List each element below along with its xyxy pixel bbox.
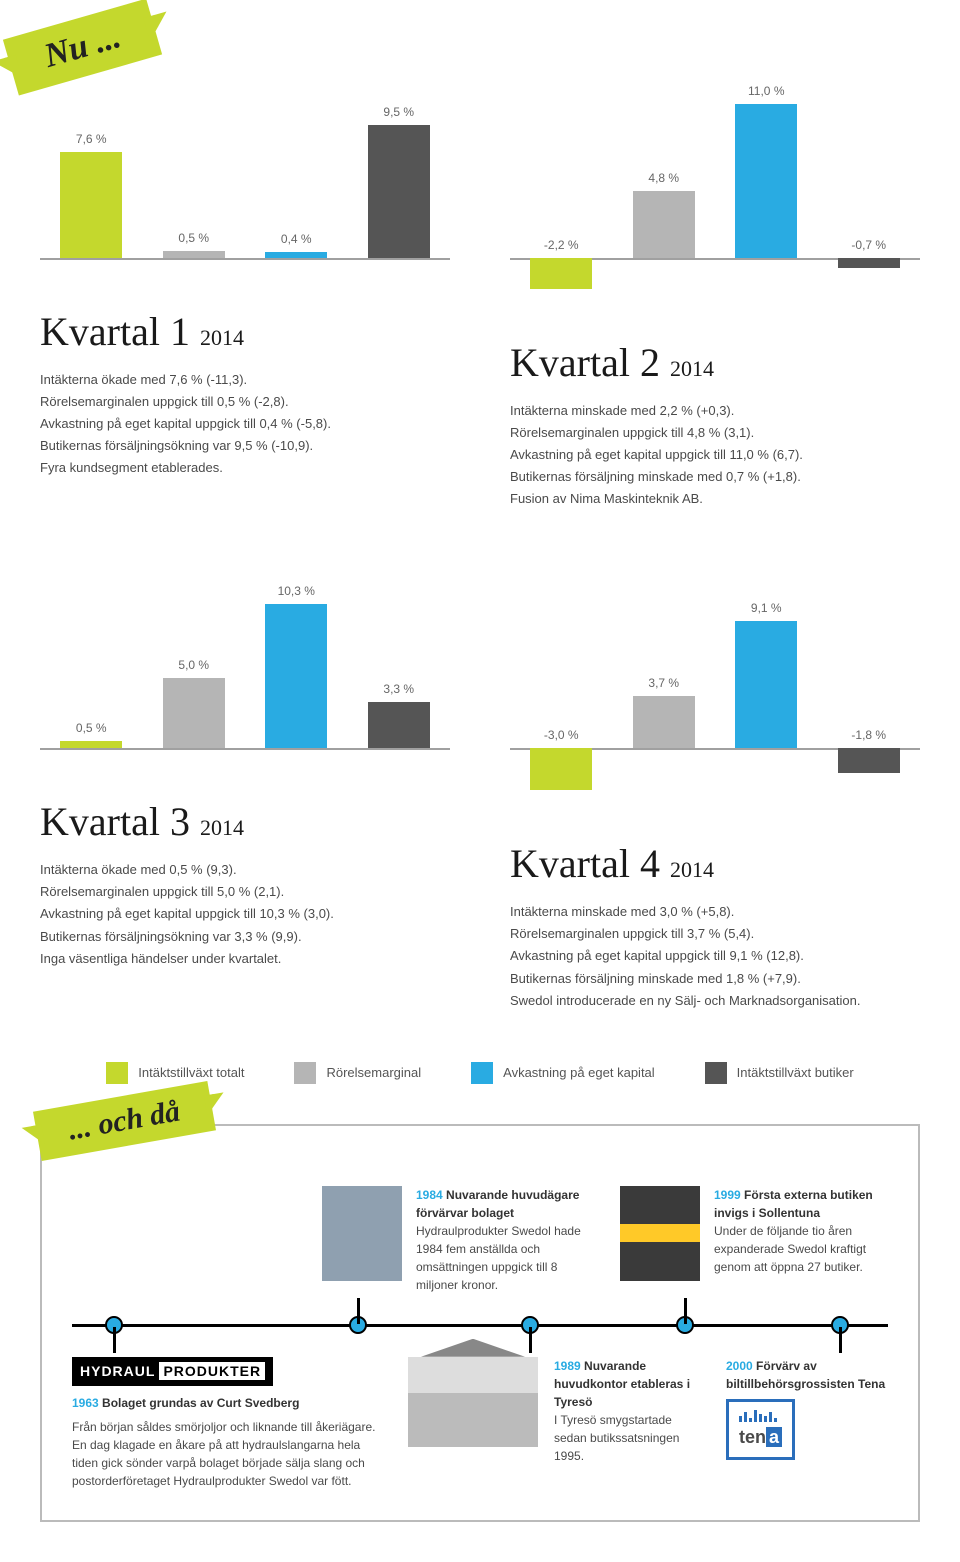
timeline-item: HYDRAULPRODUKTER1963 Bolaget grundas av … xyxy=(72,1357,378,1490)
tena-logo: tena xyxy=(726,1399,795,1460)
bar-label: 0,4 % xyxy=(281,232,312,246)
timeline-stub xyxy=(684,1298,687,1324)
quarter-1: 7,6 % 0,5 % 0,4 % 9,5 % Kvartal 1 2014 Intäkt… xyxy=(40,60,450,510)
bar-intakt: 7,6 % xyxy=(53,152,129,258)
bar-label: 0,5 % xyxy=(178,231,209,245)
quarters-grid: 7,6 % 0,5 % 0,4 % 9,5 % Kvartal 1 2014 Intäkt… xyxy=(40,60,920,1012)
timeline-stub xyxy=(357,1298,360,1324)
bar-label: 7,6 % xyxy=(76,132,107,146)
bar-chart: 7,6 % 0,5 % 0,4 % 9,5 % xyxy=(40,60,450,260)
bar-butiker: 9,5 % xyxy=(361,125,437,258)
timeline-text: 1984 Nuvarande huvudägare förvärvar bola… xyxy=(416,1186,590,1294)
bar-avkastning: 10,3 % xyxy=(258,604,334,748)
legend: Intäktstillväxt totalt Rörelsemarginal Avk… xyxy=(40,1062,920,1084)
quarter-text: Intäkterna minskade med 2,2 % (+0,3).Rör… xyxy=(510,400,920,510)
timeline-line xyxy=(72,1324,888,1327)
timeline-item: 1984 Nuvarande huvudägare förvärvar bola… xyxy=(322,1186,590,1294)
timeline-item: 1999 Första externa butiken invigs i Sol… xyxy=(620,1186,888,1294)
quarter-2: -2,2 %4,8 %11,0 %-0,7 %Kvartal 2 2014Int… xyxy=(510,60,920,510)
bar-chart: -2,2 %4,8 %11,0 %-0,7 % xyxy=(510,60,920,260)
bar-butiker: 3,3 % xyxy=(361,702,437,748)
legend-item-intakt: Intäktstillväxt totalt xyxy=(106,1062,244,1084)
bar-chart: 0,5 % 5,0 % 10,3 % 3,3 % xyxy=(40,550,450,750)
bar-label: 9,1 % xyxy=(751,601,782,615)
bar-rorelse: 0,5 % xyxy=(156,251,232,258)
bar-label: 5,0 % xyxy=(178,658,209,672)
swatch-icon xyxy=(106,1062,128,1084)
bar-butiker xyxy=(831,258,907,268)
bar-avkastning: 11,0 % xyxy=(728,104,804,258)
quarter-title: Kvartal 3 2014 xyxy=(40,798,450,845)
bar-butiker xyxy=(831,748,907,773)
bar-avkastning: 9,1 % xyxy=(728,621,804,748)
house-icon xyxy=(408,1357,538,1447)
timeline-text: 1999 Första externa butiken invigs i Sol… xyxy=(714,1186,888,1294)
quarter-title: Kvartal 4 2014 xyxy=(510,840,920,887)
timeline-section: ... och då 1984 Nuvarande huvudägare för… xyxy=(40,1124,920,1522)
quarter-text: Intäkterna ökade med 7,6 % (-11,3).Rörel… xyxy=(40,369,450,479)
legend-label: Intäktstillväxt totalt xyxy=(138,1065,244,1080)
timeline-item: 2000 Förvärv av biltillbehörsgrossisten … xyxy=(726,1357,888,1490)
bar-rorelse: 3,7 % xyxy=(626,696,702,748)
quarter-title: Kvartal 2 2014 xyxy=(510,339,920,386)
legend-item-avkastning: Avkastning på eget kapital xyxy=(471,1062,655,1084)
timeline-stub xyxy=(839,1327,842,1353)
quarter-title: Kvartal 1 2014 xyxy=(40,308,450,355)
timeline-bottom-row: HYDRAULPRODUKTER1963 Bolaget grundas av … xyxy=(72,1357,888,1490)
legend-label: Intäktstillväxt butiker xyxy=(737,1065,854,1080)
bar-chart: -3,0 %3,7 %9,1 %-1,8 % xyxy=(510,550,920,750)
quarter-4: -3,0 %3,7 %9,1 %-1,8 %Kvartal 4 2014Intä… xyxy=(510,550,920,1011)
quarter-3: 0,5 % 5,0 % 10,3 % 3,3 % Kvartal 3 2014 Intäk… xyxy=(40,550,450,1011)
ribbon-da: ... och då xyxy=(33,1081,216,1161)
swatch-icon xyxy=(705,1062,727,1084)
legend-label: Avkastning på eget kapital xyxy=(503,1065,655,1080)
quarter-text: Intäkterna minskade med 3,0 % (+5,8).Rör… xyxy=(510,901,920,1011)
hydraul-logo: HYDRAULPRODUKTER xyxy=(72,1357,273,1386)
thumb-icon xyxy=(322,1186,402,1281)
timeline-item: 1989 Nuvarande huvudkontor etableras i T… xyxy=(408,1357,696,1490)
swatch-icon xyxy=(294,1062,316,1084)
legend-item-butiker: Intäktstillväxt butiker xyxy=(705,1062,854,1084)
swatch-icon xyxy=(471,1062,493,1084)
bar-intakt: 0,5 % xyxy=(53,741,129,748)
bar-label: 10,3 % xyxy=(278,584,315,598)
bar-intakt xyxy=(523,748,599,790)
bar-label: 4,8 % xyxy=(648,171,679,185)
bar-label: 9,5 % xyxy=(383,105,414,119)
quarter-text: Intäkterna ökade med 0,5 % (9,3).Rörelse… xyxy=(40,859,450,969)
timeline-stub xyxy=(529,1327,532,1353)
bar-intakt xyxy=(523,258,599,289)
legend-label: Rörelsemarginal xyxy=(326,1065,421,1080)
legend-item-rorelse: Rörelsemarginal xyxy=(294,1062,421,1084)
timeline-stub xyxy=(113,1327,116,1353)
timeline-top-row: 1984 Nuvarande huvudägare förvärvar bola… xyxy=(322,1186,888,1294)
thumb-icon xyxy=(620,1186,700,1281)
bar-rorelse: 5,0 % xyxy=(156,678,232,748)
bar-label: 11,0 % xyxy=(748,84,784,98)
bar-label: 3,3 % xyxy=(383,682,414,696)
bar-avkastning: 0,4 % xyxy=(258,252,334,258)
bar-rorelse: 4,8 % xyxy=(626,191,702,258)
bar-label: 0,5 % xyxy=(76,721,107,735)
bar-label: 3,7 % xyxy=(648,676,679,690)
